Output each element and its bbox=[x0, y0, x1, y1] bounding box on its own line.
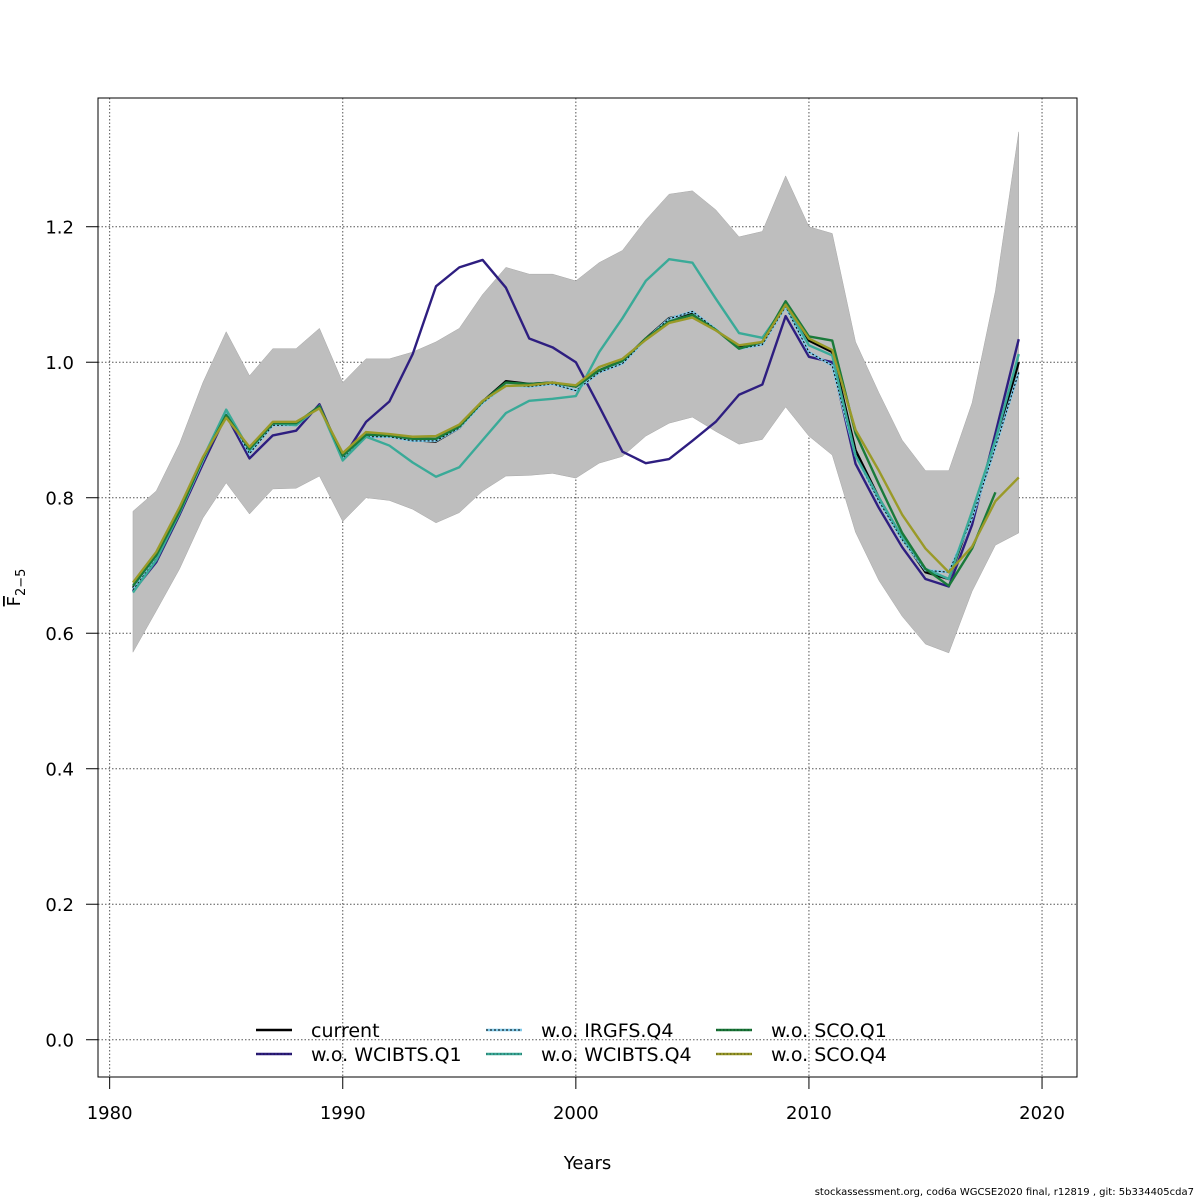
y-tick-label: 1.2 bbox=[45, 218, 74, 239]
confidence-band-area bbox=[132, 131, 1019, 654]
plot-frame bbox=[97, 97, 1078, 1078]
footer-credit: stockassessment.org, cod6a WGCSE2020 fin… bbox=[814, 1187, 1194, 1198]
x-tick-label: 1980 bbox=[87, 1103, 133, 1124]
legend-label: w.o. IRGFS.Q4 bbox=[541, 1020, 673, 1042]
legend-item: current bbox=[256, 1020, 380, 1042]
confidence-band bbox=[132, 131, 1019, 654]
svg-text:F2−5: F2−5 bbox=[4, 569, 29, 607]
legend-item: w.o. SCO.Q4 bbox=[716, 1044, 887, 1066]
legend-item: w.o. WCIBTS.Q1 bbox=[256, 1044, 462, 1066]
y-tick-label: 1.0 bbox=[45, 353, 74, 374]
y-tick-label: 0.8 bbox=[45, 489, 74, 510]
y-tick-label: 0.0 bbox=[45, 1031, 74, 1052]
legend-label: w.o. SCO.Q4 bbox=[771, 1044, 887, 1066]
y-axis: 0.0 0.2 0.4 0.6 0.8 1.0 1.2 bbox=[45, 218, 98, 1052]
x-tick-label: 1990 bbox=[320, 1103, 366, 1124]
x-axis: 1980 1990 2000 2010 2020 bbox=[87, 1077, 1065, 1124]
legend-label: current bbox=[311, 1020, 380, 1042]
y-axis-title-subscript: 2−5 bbox=[14, 569, 29, 596]
y-tick-label: 0.6 bbox=[45, 624, 74, 645]
y-axis-title: F2−5 bbox=[4, 569, 29, 607]
series-line-w-o-sco-q4 bbox=[132, 303, 1020, 584]
y-tick-label: 0.2 bbox=[45, 895, 74, 916]
series-line-w-o-irgfs-q4 bbox=[132, 306, 1020, 591]
x-tick-label: 2000 bbox=[553, 1103, 599, 1124]
legend-label: w.o. WCIBTS.Q1 bbox=[311, 1044, 462, 1066]
legend-item: w.o. WCIBTS.Q4 bbox=[486, 1044, 692, 1066]
x-axis-title: Years bbox=[563, 1153, 612, 1174]
x-tick-label: 2010 bbox=[786, 1103, 832, 1124]
legend-item: w.o. IRGFS.Q4 bbox=[486, 1020, 673, 1042]
legend-label: w.o. SCO.Q1 bbox=[771, 1020, 887, 1042]
y-tick-label: 0.4 bbox=[45, 760, 74, 781]
y-axis-title-main: F bbox=[4, 596, 25, 606]
legend-label: w.o. WCIBTS.Q4 bbox=[541, 1044, 692, 1066]
legend-item: w.o. SCO.Q1 bbox=[716, 1020, 887, 1042]
series-line-w-o-wcibts-q1 bbox=[132, 258, 1020, 592]
series-lines bbox=[131, 258, 1020, 594]
x-tick-label: 2020 bbox=[1019, 1103, 1065, 1124]
